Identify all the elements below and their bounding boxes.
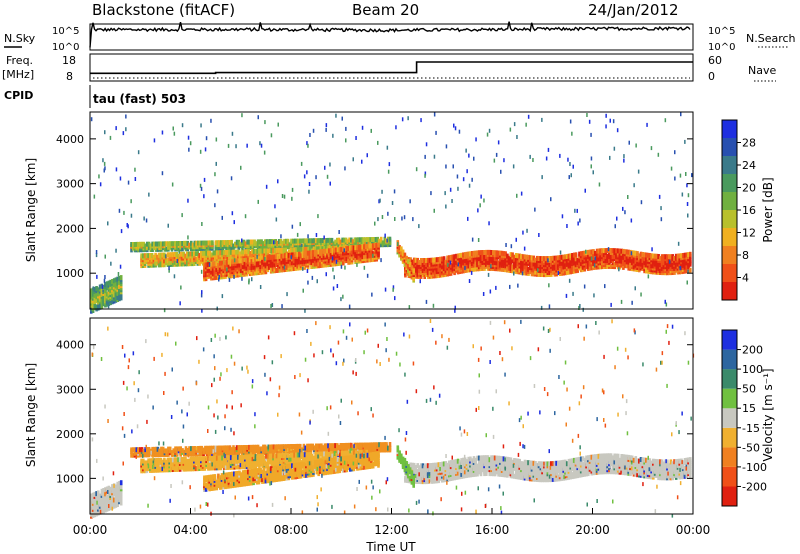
colorbar-tick-label: -50 [742, 441, 760, 454]
xtick-label: 16:00 [475, 523, 510, 537]
colorbar-tick-label: 28 [742, 137, 756, 150]
velocity-panel-frame [89, 317, 694, 515]
freq-unit-label: [MHz] [2, 68, 34, 81]
colorbar-tick-label: 200 [742, 344, 763, 357]
velocity-xticks: 00:00 04:00 08:00 12:00 16:00 20:00 00:00 [73, 508, 711, 537]
ytick-label: 2000 [56, 222, 84, 235]
colorbar-cell [722, 447, 737, 467]
colorbar-cell [722, 466, 737, 487]
colorbar-cell [722, 228, 737, 246]
freq-ytick-bottom: 8 [66, 70, 73, 83]
freq-panel-frame [89, 53, 694, 82]
colorbar-tick-label: 100 [742, 363, 763, 376]
colorbar-cell [722, 369, 737, 389]
colorbar-cell [722, 427, 737, 448]
cpid-text: tau (fast) 503 [93, 92, 186, 106]
ytick-label: 3000 [56, 178, 84, 191]
colorbar-tick-label: 20 [742, 182, 756, 195]
colorbar-tick-label: 8 [742, 249, 749, 262]
freq-label: Freq. [6, 54, 33, 67]
colorbar-tick-label: -15 [742, 422, 760, 435]
colorbar-tick-label: -200 [742, 480, 767, 493]
colorbar-cell [722, 210, 737, 228]
ytick-label: 1000 [56, 267, 84, 280]
colorbar-cell [722, 330, 737, 350]
colorbar-cell [722, 192, 737, 210]
ytick-label: 2000 [56, 428, 84, 441]
noise-panel-frame [89, 23, 694, 51]
noise-ytick-left-top: 10^5 [52, 26, 79, 37]
xtick-label: 00:00 [73, 523, 108, 537]
power-heatmap-data [90, 112, 693, 314]
date-title: 24/Jan/2012 [588, 1, 679, 19]
power-colorbar-label: Power [dB] [761, 177, 775, 242]
velocity-colorbar-label: Velocity [m s⁻¹] [761, 368, 775, 461]
xtick-label: 08:00 [274, 523, 309, 537]
power-yticks: 1000 2000 3000 4000 [56, 133, 693, 280]
colorbar-cell [722, 486, 737, 506]
nsky-series-line [89, 21, 691, 48]
colorbar-cell [722, 120, 737, 138]
nsearch-label: N.Search [746, 32, 796, 45]
xtick-label: 20:00 [575, 523, 610, 537]
time-xlabel: Time UT [365, 540, 416, 554]
ytick-label: 1000 [56, 472, 84, 485]
power-colorbar: 28 24 20 16 12 8 4 [721, 119, 756, 301]
colorbar-cell [722, 246, 737, 264]
colorbar-cell [722, 174, 737, 192]
station-title: Blackstone (fitACF) [92, 1, 235, 19]
colorbar-tick-label: 4 [742, 272, 749, 285]
xtick-label: 12:00 [374, 523, 409, 537]
colorbar-cell [722, 138, 737, 156]
colorbar-tick-label: 16 [742, 204, 756, 217]
power-panel-frame [89, 111, 694, 310]
colorbar-tick-label: -100 [742, 461, 767, 474]
colorbar-tick-label: 24 [742, 159, 756, 172]
nsky-label: N.Sky [4, 32, 36, 45]
xtick-label: 00:00 [676, 523, 711, 537]
ytick-label: 4000 [56, 339, 84, 352]
velocity-colorbar: 200 100 50 15 -15 -50 -100 -200 [721, 329, 767, 507]
freq-series-line [90, 61, 693, 75]
noise-ytick-right-top: 10^5 [708, 26, 735, 37]
colorbar-cell [722, 408, 737, 428]
colorbar-cell [722, 349, 737, 370]
nave-ytick-bottom: 0 [708, 70, 715, 83]
colorbar-tick-label: 12 [742, 227, 756, 240]
cpid-label: CPID [4, 89, 33, 102]
beam-title: Beam 20 [352, 1, 419, 19]
velocity-yticks: 1000 2000 3000 4000 [56, 339, 693, 485]
ytick-label: 3000 [56, 383, 84, 396]
power-ylabel: Slant Range [km] [24, 158, 38, 262]
colorbar-cell [722, 388, 737, 409]
colorbar-cell [722, 282, 737, 300]
nave-label: Nave [748, 64, 776, 77]
colorbar-cell [722, 264, 737, 282]
ytick-label: 4000 [56, 133, 84, 146]
freq-ytick-top: 18 [62, 54, 76, 67]
velocity-ylabel: Slant Range [km] [24, 363, 38, 467]
noise-ytick-left-bottom: 10^0 [52, 42, 79, 53]
noise-ytick-right-bottom: 10^0 [708, 42, 735, 53]
velocity-heatmap-data [90, 319, 695, 519]
nave-ytick-top: 60 [708, 54, 722, 67]
xtick-label: 04:00 [173, 523, 208, 537]
colorbar-cell [722, 156, 737, 174]
colorbar-tick-label: 15 [742, 402, 756, 415]
colorbar-tick-label: 50 [742, 383, 756, 396]
